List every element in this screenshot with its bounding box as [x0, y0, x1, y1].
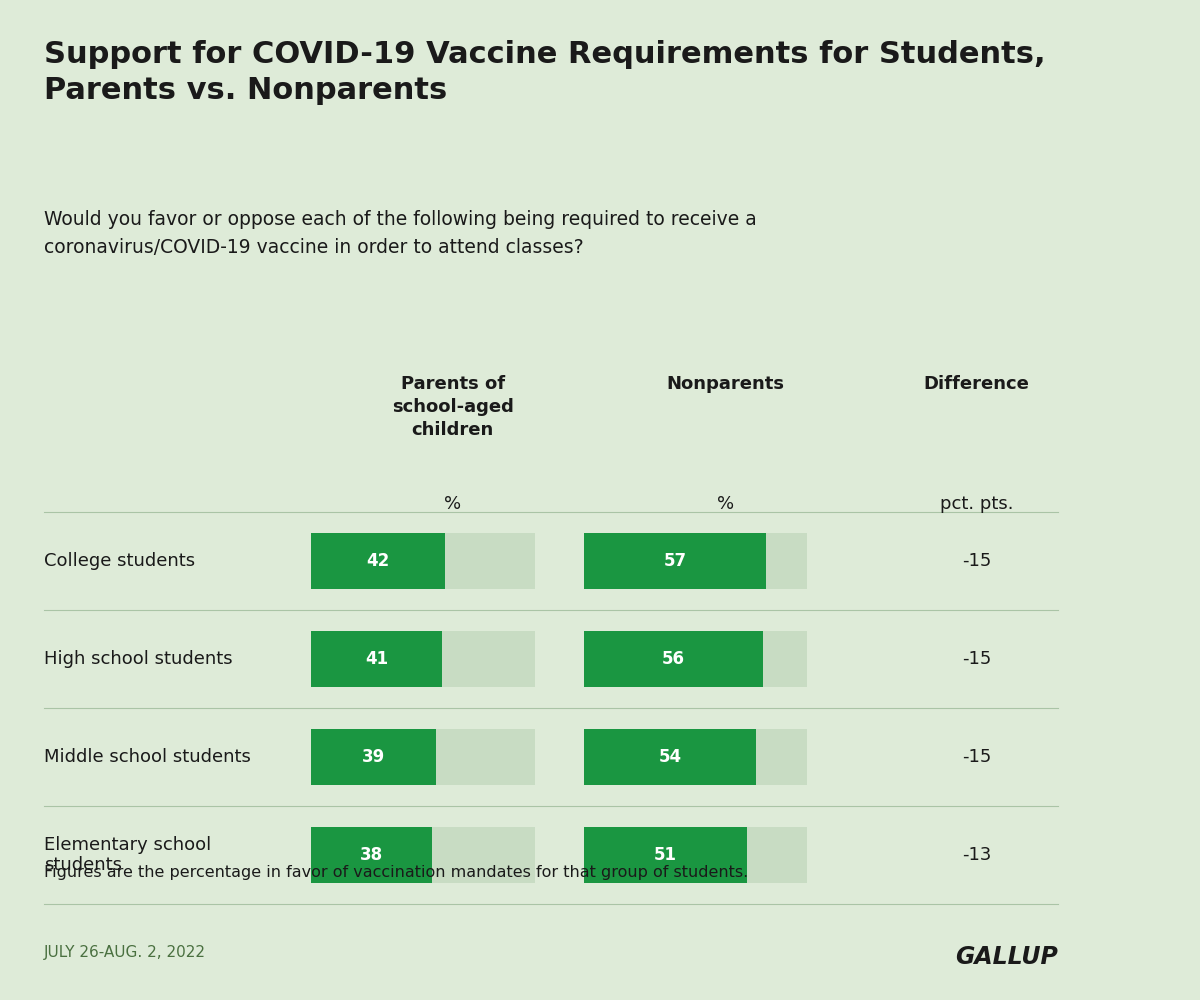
Text: -15: -15: [962, 650, 991, 668]
Bar: [311, 729, 436, 785]
Text: College students: College students: [43, 552, 194, 570]
Text: Support for COVID-19 Vaccine Requirements for Students,
Parents vs. Nonparents: Support for COVID-19 Vaccine Requirement…: [43, 40, 1045, 105]
Text: GALLUP: GALLUP: [955, 945, 1058, 969]
Bar: [583, 631, 763, 687]
Text: 38: 38: [360, 846, 383, 864]
Text: Difference: Difference: [924, 375, 1030, 393]
Bar: [583, 729, 756, 785]
Text: JULY 26-AUG. 2, 2022: JULY 26-AUG. 2, 2022: [43, 945, 205, 960]
Bar: [311, 533, 445, 589]
Text: Would you favor or oppose each of the following being required to receive a
coro: Would you favor or oppose each of the fo…: [43, 210, 756, 257]
Bar: [583, 631, 808, 687]
Bar: [311, 827, 432, 883]
Text: Parents of
school-aged
children: Parents of school-aged children: [392, 375, 514, 439]
Bar: [583, 827, 808, 883]
Text: 57: 57: [664, 552, 686, 570]
Bar: [311, 729, 535, 785]
Text: 39: 39: [361, 748, 385, 766]
Text: 41: 41: [365, 650, 388, 668]
Text: %: %: [444, 495, 462, 513]
Text: Elementary school
students: Elementary school students: [43, 836, 211, 874]
Bar: [583, 729, 808, 785]
Bar: [583, 827, 746, 883]
Bar: [583, 533, 808, 589]
Bar: [311, 533, 535, 589]
Bar: [583, 533, 766, 589]
Text: Middle school students: Middle school students: [43, 748, 251, 766]
Text: pct. pts.: pct. pts.: [940, 495, 1013, 513]
Text: 42: 42: [366, 552, 390, 570]
Text: Nonparents: Nonparents: [667, 375, 785, 393]
Text: 54: 54: [659, 748, 682, 766]
Bar: [311, 631, 535, 687]
Text: High school students: High school students: [43, 650, 233, 668]
Text: 51: 51: [654, 846, 677, 864]
Text: %: %: [718, 495, 734, 513]
Text: Figures are the percentage in favor of vaccination mandates for that group of st: Figures are the percentage in favor of v…: [43, 865, 748, 880]
Bar: [311, 827, 535, 883]
Text: -15: -15: [962, 748, 991, 766]
Bar: [311, 631, 442, 687]
Text: -13: -13: [962, 846, 991, 864]
Text: -15: -15: [962, 552, 991, 570]
Text: 56: 56: [661, 650, 685, 668]
